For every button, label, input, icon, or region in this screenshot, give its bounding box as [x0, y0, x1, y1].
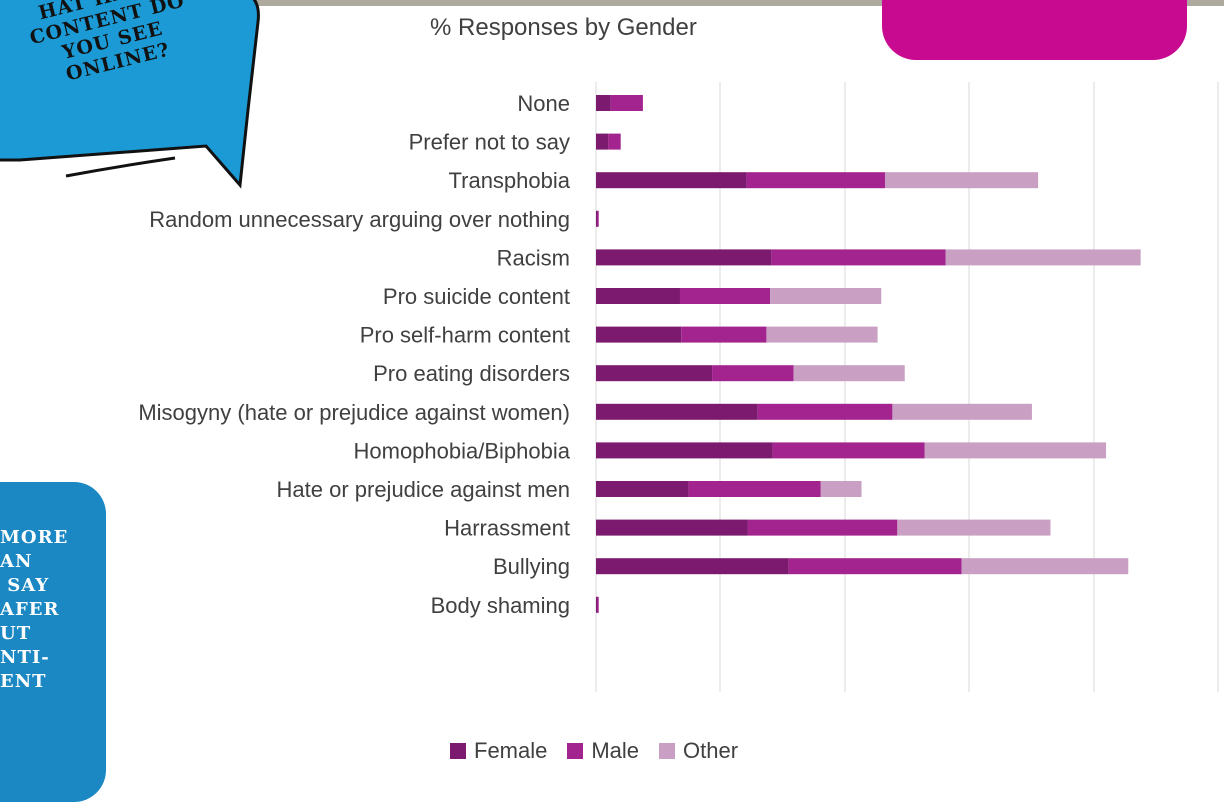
bar-segment-female [596, 442, 773, 459]
legend-item-other: Other [659, 738, 738, 764]
bar-segment-female [596, 172, 747, 189]
bar-segment-female [596, 249, 772, 266]
legend-swatch-male [567, 743, 584, 759]
side-info-text: MORE AN SAY AFER UT NTI- ENT [0, 527, 69, 692]
bar-segment-female [596, 558, 789, 575]
category-label: Homophobia/Biphobia [354, 438, 571, 463]
bar-segment-female [596, 519, 748, 536]
category-label: None [517, 91, 570, 116]
bar-segment-male [712, 365, 794, 382]
bar-segment-male [688, 481, 821, 497]
legend-label-male: Male [591, 738, 640, 763]
bar-segment-male [788, 558, 962, 575]
bar-segment-male [679, 288, 771, 304]
bar-segment-female [596, 326, 682, 343]
category-label: Pro self-harm content [360, 323, 570, 348]
bar-segment-female [596, 596, 598, 613]
category-label: Misogyny (hate or prejudice against wome… [138, 400, 570, 425]
legend-swatch-other [659, 743, 676, 759]
legend-label-female: Female [474, 738, 548, 763]
bar-segment-female [596, 481, 689, 497]
bar-segment-male [757, 403, 893, 420]
bar-segment-female [596, 133, 609, 150]
top-strip [0, 0, 1224, 6]
bar-segment-male [772, 442, 925, 459]
category-label: Prefer not to say [409, 130, 570, 155]
bar-segment-female [596, 210, 598, 227]
bar-segment-male [771, 249, 946, 266]
bar-segment-other [793, 365, 905, 382]
legend-swatch-female [450, 743, 466, 759]
chart-legend: Female Male Other [450, 736, 758, 766]
bar-segment-female [596, 403, 758, 420]
category-label: Racism [497, 245, 570, 270]
bar-segment-male [597, 596, 599, 613]
category-label: Harrassment [444, 516, 570, 541]
bar-segment-male [610, 95, 643, 111]
category-label: Random unnecessary arguing over nothing [149, 207, 570, 232]
category-label: Bullying [493, 554, 570, 579]
bar-segment-other [945, 249, 1141, 266]
bar-segment-male [747, 519, 898, 536]
pink-banner [882, 0, 1187, 60]
chart-title: % Responses by Gender [430, 14, 697, 41]
bar-segment-other [770, 288, 882, 304]
bar-segment-male [597, 210, 599, 227]
bar-segment-other [897, 519, 1051, 536]
side-info-card [0, 482, 106, 802]
category-label: Pro suicide content [383, 284, 570, 309]
bar-segment-male [608, 133, 621, 150]
stacked-bar-chart: None Prefer not to say Transphobia Random u… [138, 82, 1219, 692]
speech-bubble [0, 0, 260, 189]
bar-segment-other [961, 558, 1129, 575]
category-label: Body shaming [431, 593, 570, 618]
bar-segment-other [892, 403, 1032, 420]
bar-segment-other [766, 326, 878, 343]
bar-segment-other [924, 442, 1107, 459]
bar-segment-female [596, 288, 680, 304]
legend-label-other: Other [683, 738, 739, 763]
bar-segment-female [596, 365, 713, 382]
category-label: Pro eating disorders [373, 361, 570, 386]
bar-segment-male [681, 326, 767, 343]
category-label: Hate or prejudice against men [277, 477, 571, 502]
bar-segment-other [884, 172, 1039, 189]
bar-segment-male [746, 172, 885, 189]
category-label: Transphobia [449, 168, 571, 193]
bar-segment-other [820, 481, 862, 497]
legend-item-male: Male [567, 738, 639, 764]
legend-item-female: Female [450, 738, 547, 764]
bar-segment-female [596, 95, 611, 111]
